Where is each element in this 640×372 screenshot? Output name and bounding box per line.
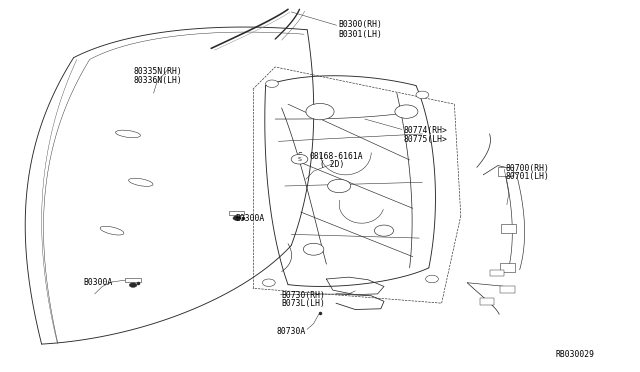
Bar [500, 286, 515, 293]
Text: 80336N(LH): 80336N(LH) [133, 76, 182, 84]
Text: 80701(LH): 80701(LH) [506, 172, 550, 181]
Bar [501, 224, 516, 233]
Text: S: S [297, 153, 302, 161]
Text: S: S [298, 157, 301, 162]
Circle shape [328, 179, 351, 193]
Circle shape [129, 283, 137, 287]
Circle shape [303, 243, 324, 255]
Circle shape [374, 225, 394, 236]
Circle shape [291, 154, 308, 164]
Bar [229, 211, 244, 215]
Text: B0301(LH): B0301(LH) [338, 30, 382, 39]
Text: B0300A: B0300A [83, 278, 113, 287]
Text: 08168-6161A: 08168-6161A [309, 153, 363, 161]
Text: B0300A: B0300A [236, 214, 265, 223]
Text: 80700(RH): 80700(RH) [506, 164, 550, 173]
Bar [498, 167, 513, 176]
Text: ( 2D): ( 2D) [320, 160, 344, 169]
Text: 80774(RH>: 80774(RH> [403, 126, 447, 135]
Text: 80335N(RH): 80335N(RH) [133, 67, 182, 76]
Circle shape [233, 216, 241, 220]
Text: B0300(RH): B0300(RH) [338, 20, 382, 29]
Circle shape [306, 103, 334, 120]
Text: 80775(LH>: 80775(LH> [403, 135, 447, 144]
Bar [490, 270, 504, 276]
Circle shape [262, 279, 275, 286]
Text: B0730(RH): B0730(RH) [282, 291, 326, 300]
Circle shape [426, 275, 438, 283]
Text: RB030029: RB030029 [556, 350, 595, 359]
Bar [125, 278, 141, 282]
Circle shape [416, 91, 429, 99]
Ellipse shape [129, 178, 153, 186]
Circle shape [266, 80, 278, 87]
Bar [500, 263, 515, 272]
Ellipse shape [116, 130, 140, 138]
Bar [480, 298, 494, 305]
Text: 80730A: 80730A [276, 327, 306, 336]
Text: B073L(LH): B073L(LH) [282, 299, 326, 308]
Ellipse shape [100, 226, 124, 235]
Circle shape [395, 105, 418, 118]
